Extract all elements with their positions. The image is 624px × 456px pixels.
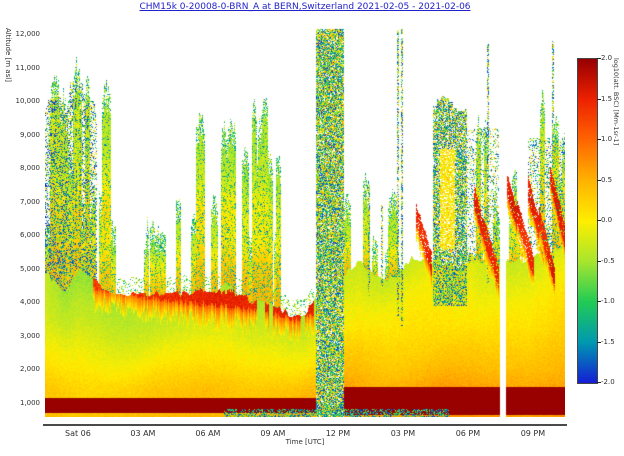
colorbar-tick-label: 2.0 (601, 54, 613, 62)
y-tick-label: 2,000 (19, 365, 40, 374)
y-tick-label: 6,000 (19, 231, 40, 240)
colorbar-tick-label: 1.5 (601, 94, 613, 103)
colorbar-tick-label: -1.5 (601, 337, 615, 346)
colorbar-tick-mark (597, 301, 601, 302)
colorbar-tick-label: -2.0 (601, 378, 615, 386)
colorbar-tick-mark (597, 341, 601, 343)
colorbar-tick-mark (597, 220, 601, 221)
colorbar-tick-label: 0.0 (601, 216, 613, 224)
colorbar-tick-label: 0.5 (601, 175, 613, 184)
x-axis-line (43, 424, 567, 426)
colorbar-tick-label: -0.5 (601, 256, 615, 265)
y-tick-label: 1,000 (19, 398, 40, 407)
colorbar-tick-mark (597, 139, 601, 140)
x-tick-label: 03 AM (130, 429, 156, 438)
y-tick-label: 9,000 (19, 130, 40, 139)
colorbar-tick-label: -1.0 (601, 297, 615, 305)
y-tick-label: 10,000 (15, 97, 41, 106)
colorbar (577, 58, 598, 384)
x-tick-label: 09 AM (260, 429, 286, 438)
x-tick-label: 06 AM (195, 429, 221, 438)
y-tick-label: 8,000 (19, 164, 40, 173)
x-tick-label: 03 PM (390, 429, 416, 438)
y-axis-label: Altitude [m asl] (4, 28, 12, 82)
x-tick-label: 12 PM (325, 429, 351, 438)
colorbar-label: log10(att. BSC) [Mm-1sr-1] (612, 58, 620, 146)
y-tick-label: 4,000 (19, 298, 40, 307)
colorbar-tick-mark (597, 260, 601, 262)
x-tick-label: 09 PM (520, 429, 546, 438)
y-tick-label: 7,000 (19, 197, 40, 206)
backscatter-heatmap (45, 28, 565, 417)
colorbar-tick-mark (597, 382, 601, 383)
colorbar-tick-mark (597, 179, 601, 181)
plot-title-link[interactable]: CHM15k 0-20008-0-BRN_A at BERN,Switzerla… (139, 2, 471, 12)
x-tick-label: 06 PM (455, 429, 481, 438)
y-tick-label: 5,000 (19, 264, 40, 273)
y-tick-label: 3,000 (19, 331, 40, 340)
x-tick-label: Sat 06 (65, 429, 91, 438)
x-axis-label: Time [UTC] (285, 438, 325, 446)
colorbar-tick-label: 1.0 (601, 135, 613, 143)
y-tick-label: 11,000 (15, 63, 41, 72)
colorbar-tick-mark (597, 58, 601, 59)
colorbar-tick-mark (597, 98, 601, 100)
y-tick-label: 12,000 (15, 30, 41, 39)
